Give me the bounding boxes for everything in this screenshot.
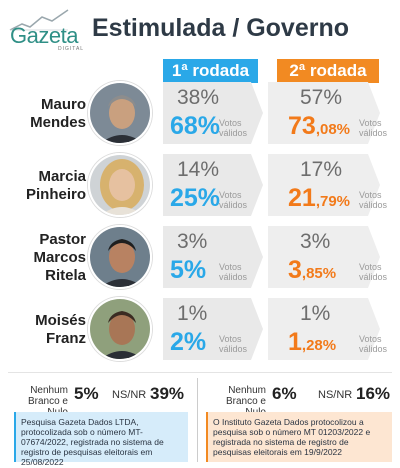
- first-round-header: 1ª rodada: [163, 59, 258, 83]
- first-round-note: Pesquisa Gazeta Dados LTDA, protocolizad…: [14, 412, 188, 467]
- valid-label-line1: Votos: [219, 262, 242, 272]
- valid-votes-label: Votos válidos: [359, 334, 387, 354]
- second-round-valid-value: 21,79%: [288, 184, 350, 213]
- second-round-total-value: 17%: [300, 158, 343, 181]
- candidate-name-line: Mendes: [30, 114, 86, 131]
- valid-label-line2: válidos: [219, 200, 248, 210]
- first-round-valid-value: 68%: [170, 112, 221, 140]
- valid-label-line2: válidos: [359, 344, 388, 354]
- valid-label-line1: Votos: [219, 334, 242, 344]
- valid-votes-label: Votos válidos: [359, 118, 387, 138]
- valid-label-line1: Votos: [359, 190, 382, 200]
- valid-integer: 21: [288, 184, 316, 212]
- second-round-total-value: 1%: [300, 302, 331, 325]
- first-round-total-value: 14%: [177, 158, 220, 181]
- logo-chart-icon: [9, 9, 69, 31]
- first-round-valid-value: 25%: [170, 184, 221, 212]
- first-round-nsnr-value: 39%: [150, 384, 185, 403]
- divider: [8, 372, 392, 373]
- second-round-valid-value: 1,28%: [288, 328, 336, 357]
- candidate-name-line: Pinheiro: [25, 186, 86, 203]
- second-round-total-value: 3%: [300, 230, 331, 253]
- logo-text: Gazeta: [10, 23, 78, 48]
- valid-label-line2: válidos: [359, 128, 388, 138]
- valid-label-line1: Votos: [219, 190, 242, 200]
- candidate-name-line: Mauro: [41, 96, 86, 113]
- candidate-row: Marcia Pinheiro 14% 25% Votos válidos 17% 21,79…: [0, 150, 400, 220]
- candidate-name-line: Ritela: [45, 267, 86, 284]
- valid-decimal: ,79%: [315, 193, 351, 210]
- candidate-name-line: Moisés: [35, 312, 86, 329]
- nenhum-label-line1: Nenhum: [30, 385, 68, 396]
- second-round-nsnr-label: NS/NR: [318, 389, 353, 401]
- nenhum-label-line1: Nenhum: [228, 385, 266, 396]
- valid-decimal: ,28%: [301, 337, 337, 354]
- first-round-valid-value: 5%: [170, 256, 207, 284]
- candidate-name-line: Franz: [45, 330, 86, 347]
- candidate-name: Pastor Marcos Ritela: [8, 231, 86, 285]
- valid-decimal: ,08%: [315, 121, 351, 138]
- round-divider: [197, 378, 198, 462]
- second-round-valid-value: 73,08%: [288, 112, 350, 141]
- second-round-panel: [268, 154, 380, 221]
- candidate-row: Moisés Franz 1% 2% Votos válidos 1% 1,28% Votos v…: [0, 294, 400, 364]
- first-round-nsnr-label: NS/NR: [112, 389, 147, 401]
- valid-label-line2: válidos: [359, 272, 388, 282]
- candidate-name: Marcia Pinheiro: [8, 168, 86, 204]
- valid-votes-label: Votos válidos: [219, 262, 247, 282]
- first-round-nenhum-value: 5%: [74, 384, 99, 403]
- second-round-valid-value: 3,85%: [288, 256, 336, 285]
- valid-label-line2: válidos: [219, 344, 248, 354]
- candidate-name: Moisés Franz: [8, 312, 86, 348]
- first-round-total-value: 38%: [177, 86, 220, 109]
- candidate-row: Mauro Mendes 38% 68% Votos válidos 57% 73,08% Vo…: [0, 78, 400, 148]
- valid-votes-label: Votos válidos: [219, 118, 247, 138]
- valid-label-line1: Votos: [219, 118, 242, 128]
- valid-label-line1: Votos: [359, 262, 382, 272]
- second-round-nsnr-value: 16%: [356, 384, 391, 403]
- candidate-photo: [88, 225, 152, 289]
- first-round-panel: [163, 298, 263, 365]
- first-round-total-value: 3%: [177, 230, 208, 253]
- valid-label-line2: válidos: [219, 272, 248, 282]
- second-round-header: 2ª rodada: [277, 59, 379, 83]
- candidate-name-line: Marcos: [33, 249, 86, 266]
- valid-votes-label: Votos válidos: [219, 190, 247, 210]
- candidate-photo: [88, 153, 152, 217]
- valid-integer: 73: [288, 112, 316, 140]
- candidate-row: Pastor Marcos Ritela 3% 5% Votos válidos 3% 3,85…: [0, 222, 400, 292]
- first-round-panel: [163, 82, 263, 149]
- valid-decimal: ,85%: [301, 265, 337, 282]
- second-round-note: O Instituto Gazeta Dados protocolizou a …: [206, 412, 392, 462]
- second-round-total-value: 57%: [300, 86, 343, 109]
- valid-integer: 3: [288, 256, 302, 284]
- second-round-panel: [268, 298, 380, 365]
- valid-integer: 1: [288, 328, 302, 356]
- gazeta-logo: Gazeta DIGITAL: [8, 8, 88, 52]
- valid-label-line2: válidos: [219, 128, 248, 138]
- second-round-nenhum-value: 6%: [272, 384, 297, 403]
- candidate-name-line: Marcia: [38, 168, 86, 185]
- logo-subtext: DIGITAL: [58, 46, 85, 52]
- first-round-panel: [163, 154, 263, 221]
- valid-label-line1: Votos: [359, 118, 382, 128]
- page-title: Estimulada / Governo: [92, 14, 350, 42]
- valid-votes-label: Votos válidos: [219, 334, 247, 354]
- first-round-valid-value: 2%: [170, 328, 207, 356]
- second-round-panel: [268, 226, 380, 293]
- candidate-photo: [88, 81, 152, 145]
- valid-label-line1: Votos: [359, 334, 382, 344]
- first-round-panel: [163, 226, 263, 293]
- first-round-total-value: 1%: [177, 302, 208, 325]
- candidate-photo: [88, 297, 152, 361]
- valid-votes-label: Votos válidos: [359, 190, 387, 210]
- candidate-name-line: Pastor: [39, 231, 86, 248]
- candidate-name: Mauro Mendes: [8, 96, 86, 132]
- valid-label-line2: válidos: [359, 200, 388, 210]
- valid-votes-label: Votos válidos: [359, 262, 387, 282]
- second-round-panel: [268, 82, 380, 149]
